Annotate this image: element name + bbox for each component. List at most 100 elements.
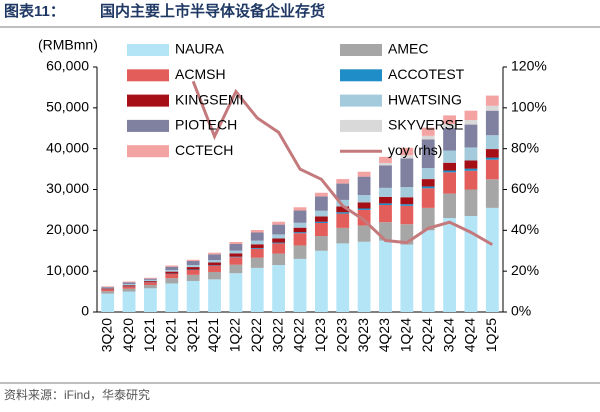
bar-segment <box>336 227 350 244</box>
bar-segment <box>443 128 456 151</box>
x-tick-label: 2Q22 <box>248 318 264 352</box>
bar-segment <box>250 240 264 245</box>
bar-segment <box>464 160 478 169</box>
x-tick-label: 4Q22 <box>291 318 307 352</box>
bar-segment <box>250 257 264 268</box>
bar-segment <box>485 105 499 111</box>
bar-segment <box>379 165 392 188</box>
bar-segment <box>165 266 179 270</box>
x-tick-label: 3Q23 <box>355 318 371 352</box>
bar-segment <box>101 287 115 289</box>
bar-segment <box>208 271 221 280</box>
legend-swatch <box>340 94 382 107</box>
x-tick-label: 1Q23 <box>312 318 328 352</box>
x-tick-label: 3Q22 <box>269 318 285 352</box>
x-tick-label: 1Q21 <box>141 318 157 352</box>
bar-segment <box>421 135 435 140</box>
bar-segment <box>400 187 414 198</box>
bar-segment <box>165 278 179 284</box>
bar-segment <box>272 243 286 254</box>
bar-segment <box>314 192 328 197</box>
legend-swatch <box>127 145 169 158</box>
bar-segment <box>208 262 221 266</box>
bar-segment <box>250 248 264 258</box>
bar-segment <box>485 95 499 106</box>
x-tick-label: 3Q21 <box>184 318 200 352</box>
bar-segment <box>443 172 456 194</box>
bar-segment <box>186 267 200 270</box>
bar-segment <box>272 234 286 239</box>
bar-segment <box>144 278 157 280</box>
bar-segment <box>336 199 350 207</box>
y2-tick-label: 80% <box>511 139 539 155</box>
bar-segment <box>485 135 499 150</box>
bar-segment <box>229 253 243 257</box>
bar-segment <box>421 207 435 231</box>
y2-tick-label: 0% <box>511 303 531 319</box>
bar-segment <box>186 260 200 266</box>
bar-segment <box>208 265 221 272</box>
y-tick-label: 20,000 <box>46 221 89 237</box>
bar-segment <box>443 115 456 124</box>
bar-segment <box>165 283 179 312</box>
bar-segment <box>443 193 456 219</box>
bar-segment <box>250 232 264 241</box>
bar-segment <box>101 289 115 292</box>
bar-segment <box>250 247 264 249</box>
legend-label: ACCOTEST <box>388 66 465 82</box>
bar-segment <box>379 156 392 163</box>
bar-segment <box>229 257 243 265</box>
y-tick-label: 40,000 <box>46 139 89 155</box>
bar-segment <box>400 147 414 156</box>
chart-title: 国内主要上市半导体设备企业存货 <box>100 2 325 20</box>
bar-segment <box>272 253 286 266</box>
bar-segment <box>314 250 328 312</box>
bar-segment <box>485 179 499 208</box>
y-tick-label: 30,000 <box>46 180 89 196</box>
bar-segment <box>144 285 157 289</box>
y2-tick-label: 60% <box>511 180 539 196</box>
bar-segment <box>186 269 200 275</box>
bar-segment <box>421 168 435 180</box>
bar-segment <box>314 222 328 237</box>
legend-label: HWATSING <box>388 91 462 107</box>
bar-segment <box>165 274 179 279</box>
bar-segment <box>272 221 286 225</box>
x-tick-label: 3Q20 <box>98 318 114 352</box>
line-series <box>191 80 494 246</box>
bar-segment <box>250 267 264 312</box>
y2-tick-label: 40% <box>511 221 539 237</box>
bar-segment <box>443 123 456 129</box>
bar-segment <box>336 206 350 213</box>
bar-segment <box>165 265 179 267</box>
bar-segment <box>208 254 221 261</box>
y-tick-label: 10,000 <box>46 262 89 278</box>
bar-segment <box>208 252 221 255</box>
legend-swatch <box>340 69 382 82</box>
bar-segment <box>485 207 499 312</box>
bar-segment <box>485 110 499 136</box>
y-tick-label: 60,000 <box>46 58 89 74</box>
bar-segment <box>379 187 392 197</box>
bar-segment <box>379 196 392 204</box>
bar-segment <box>122 282 136 284</box>
legend-label: AMEC <box>388 41 428 57</box>
bar-segment <box>314 236 328 251</box>
bar-segment <box>314 221 328 223</box>
bar-segment <box>400 158 414 188</box>
bar-segment <box>357 202 371 209</box>
bar-segment <box>293 233 307 246</box>
bar-segment <box>272 265 286 312</box>
x-tick-label: 1Q24 <box>398 318 414 352</box>
bar-segment <box>101 291 115 294</box>
legend-label: NAURA <box>175 41 225 57</box>
bar-segment <box>250 244 264 248</box>
x-tick-label: 2Q23 <box>333 318 349 352</box>
bar-segment <box>293 210 307 223</box>
x-tick-label: 4Q24 <box>462 318 478 352</box>
legend-label: PIOTECH <box>175 117 237 133</box>
bar-segment <box>293 207 307 211</box>
bar-segment <box>122 291 136 312</box>
bar-segment <box>293 222 307 228</box>
bar-segment <box>229 244 243 251</box>
